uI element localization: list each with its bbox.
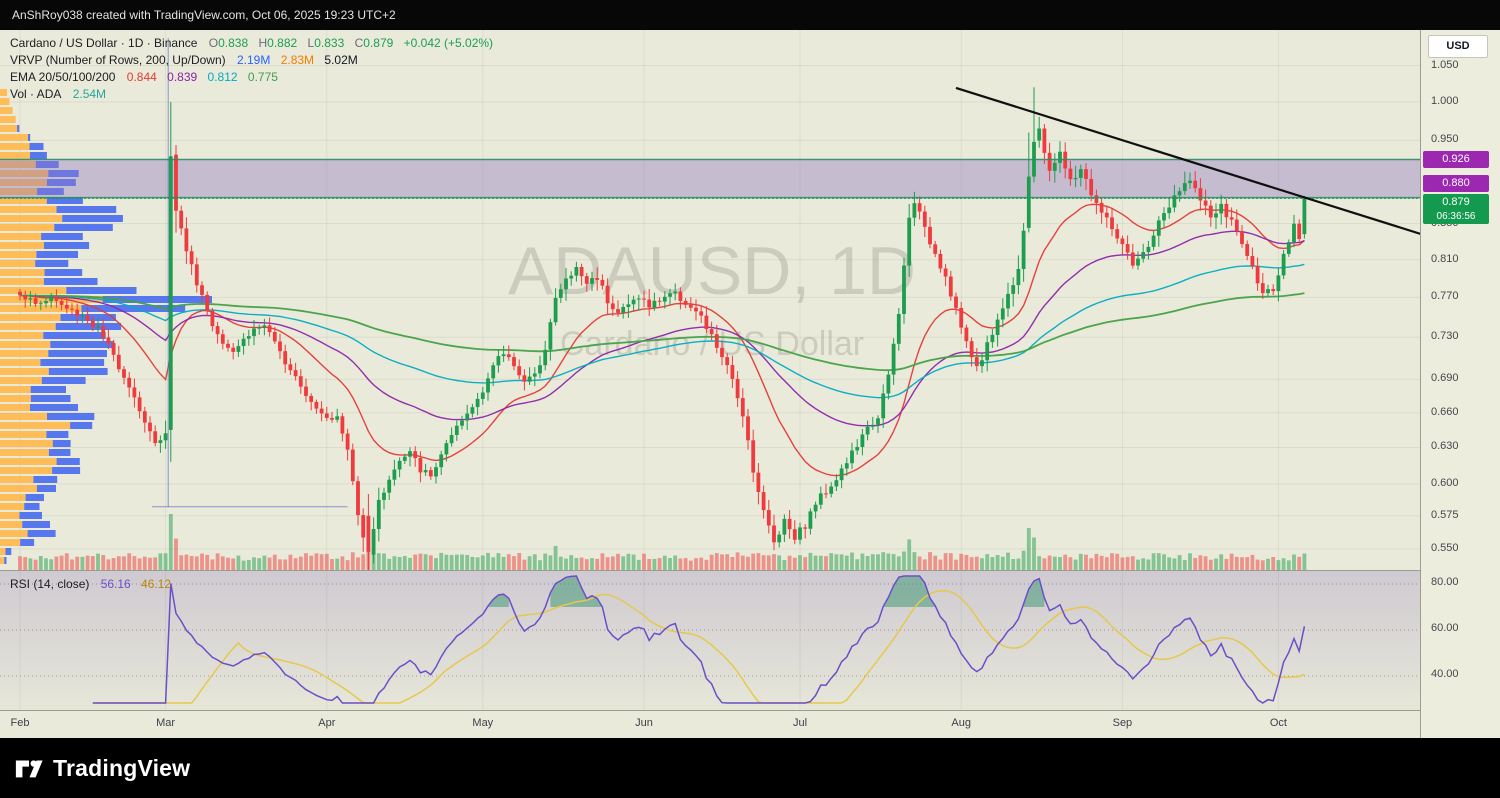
vrvp-total-volume: 5.02M bbox=[324, 53, 358, 67]
last-price-badge[interactable]: 0.879 06:36:56 bbox=[1423, 194, 1489, 225]
price-tick-label: 0.600 bbox=[1431, 476, 1459, 489]
ema100-value: 0.812 bbox=[207, 70, 238, 84]
close-value: 0.879 bbox=[363, 36, 394, 50]
rsi-bands-fill bbox=[0, 571, 1420, 710]
symbol-legend-row[interactable]: Cardano / US Dollar · 1D · Binance O0.83… bbox=[10, 36, 500, 53]
change-value: +0.042 (+5.02%) bbox=[403, 36, 494, 50]
price-tick-label: 60.00 bbox=[1431, 622, 1459, 634]
time-axis[interactable]: Feb Mar Apr May Jun Jul Aug Sep Oct bbox=[0, 710, 1420, 739]
price-tick-label: 40.00 bbox=[1431, 668, 1459, 680]
symbol-title[interactable]: Cardano / US Dollar · 1D · Binance bbox=[10, 36, 198, 50]
low-value: 0.833 bbox=[314, 36, 345, 50]
tradingview-logo[interactable]: TradingView bbox=[0, 738, 1500, 783]
level-badge-0880[interactable]: 0.880 bbox=[1423, 175, 1489, 193]
time-axis-label: Oct bbox=[1269, 717, 1287, 729]
rsi-ma-line bbox=[92, 590, 1305, 704]
time-axis-label: Aug bbox=[951, 717, 971, 729]
price-tick-label: 0.550 bbox=[1431, 542, 1459, 554]
close-label: C bbox=[354, 36, 364, 50]
tradingview-logo-icon bbox=[15, 760, 43, 778]
price-axis[interactable]: USD 1.0501.0000.9500.8500.8100.7700.7300… bbox=[1420, 30, 1500, 738]
vrvp-up-volume: 2.19M bbox=[237, 53, 271, 67]
caption-text: AnShRoy038 created with TradingView.com,… bbox=[12, 8, 396, 22]
time-axis-label: Jun bbox=[635, 717, 653, 729]
time-axis-label: Feb bbox=[10, 717, 30, 729]
bottom-logo-bar: TradingView bbox=[0, 738, 1500, 798]
high-label: H bbox=[258, 36, 268, 50]
price-tick-label: 0.730 bbox=[1431, 330, 1459, 343]
rsi-ma-value: 46.12 bbox=[141, 577, 172, 591]
time-axis-label: Jul bbox=[792, 717, 808, 729]
ema-title[interactable]: EMA 20/50/100/200 bbox=[10, 70, 116, 84]
price-tick-label: 0.950 bbox=[1431, 133, 1459, 146]
level-badge-0926[interactable]: 0.926 bbox=[1423, 150, 1489, 168]
time-axis-label: Sep bbox=[1112, 717, 1133, 729]
price-tick-label: 0.575 bbox=[1431, 508, 1459, 521]
price-tick-label: 0.770 bbox=[1431, 290, 1459, 303]
vrvp-down-volume: 2.83M bbox=[280, 53, 315, 67]
high-value: 0.882 bbox=[267, 36, 298, 50]
price-tick-label: 1.050 bbox=[1431, 58, 1459, 71]
ema200-value: 0.775 bbox=[247, 70, 278, 84]
trendline bbox=[955, 86, 1420, 235]
ema50-value: 0.839 bbox=[167, 70, 198, 84]
grid-layer bbox=[0, 30, 1420, 570]
price-tick-label: 0.660 bbox=[1431, 405, 1459, 418]
volume-value: 2.54M bbox=[72, 87, 107, 101]
price-tick-label: 1.000 bbox=[1431, 95, 1459, 107]
chart-legend: Cardano / US Dollar · 1D · Binance O0.83… bbox=[10, 36, 500, 104]
ema-lines bbox=[19, 203, 1305, 477]
price-tick-label: 0.630 bbox=[1431, 440, 1459, 453]
currency-toggle-button[interactable]: USD bbox=[1428, 35, 1488, 58]
open-value: 0.838 bbox=[218, 36, 249, 50]
caption-bar: AnShRoy038 created with TradingView.com,… bbox=[0, 0, 1500, 30]
ema20-value: 0.844 bbox=[126, 70, 157, 84]
candles-layer bbox=[18, 87, 1307, 570]
supply-zone-band bbox=[0, 159, 1420, 198]
time-axis-label: Apr bbox=[318, 717, 336, 729]
rsi-line bbox=[92, 575, 1306, 704]
low-label: L bbox=[307, 36, 315, 50]
vrvp-title[interactable]: VRVP (Number of Rows, 200, Up/Down) bbox=[10, 53, 226, 67]
volume-bars bbox=[18, 514, 1307, 570]
rsi-value: 56.16 bbox=[100, 577, 131, 591]
price-tick-label: 0.810 bbox=[1431, 252, 1459, 265]
tradingview-logo-text: TradingView bbox=[53, 754, 191, 781]
drawing-lines bbox=[152, 38, 348, 508]
ema-legend-row[interactable]: EMA 20/50/100/200 0.844 0.839 0.812 0.77… bbox=[10, 70, 500, 87]
svg-text:ADAUSD, 1D: ADAUSD, 1D bbox=[508, 233, 916, 309]
price-tick-label: 0.690 bbox=[1431, 372, 1459, 385]
time-axis-label: May bbox=[472, 717, 494, 729]
rsi-legend-row[interactable]: RSI (14, close) 56.16 46.12 bbox=[10, 577, 178, 591]
rsi-title[interactable]: RSI (14, close) bbox=[10, 577, 90, 591]
volume-title[interactable]: Vol · ADA bbox=[10, 87, 62, 101]
rsi-pane-canvas[interactable] bbox=[0, 570, 1420, 710]
time-axis-label: Mar bbox=[156, 717, 176, 729]
open-label: O bbox=[208, 36, 219, 50]
vrvp-legend-row[interactable]: VRVP (Number of Rows, 200, Up/Down) 2.19… bbox=[10, 53, 500, 70]
volume-legend-row[interactable]: Vol · ADA 2.54M bbox=[10, 87, 500, 104]
price-tick-label: 80.00 bbox=[1431, 576, 1459, 588]
